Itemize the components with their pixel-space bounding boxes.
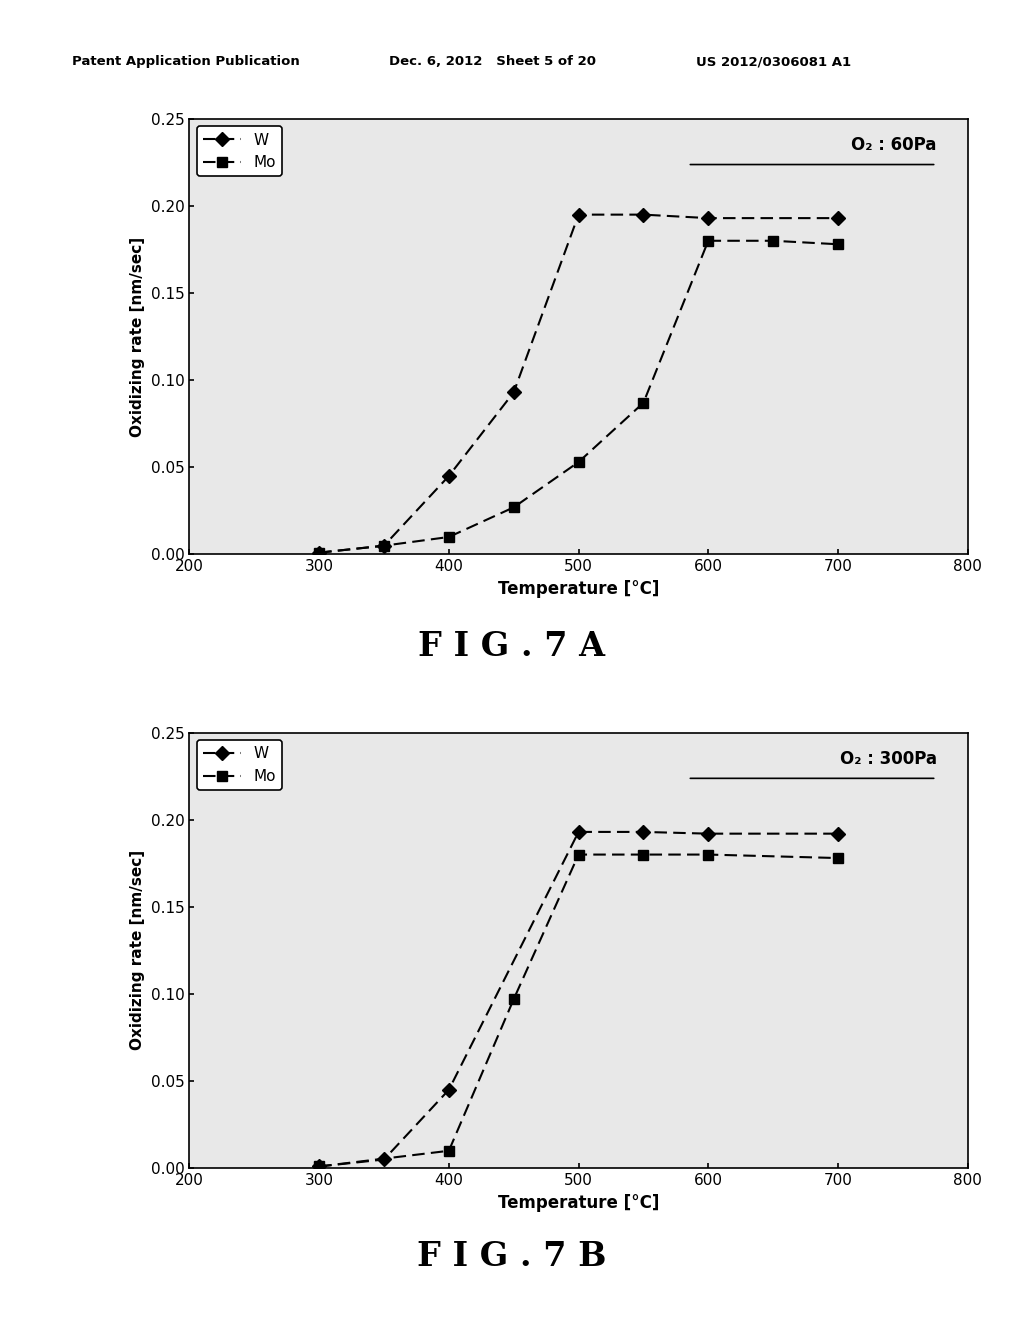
W [831,210,844,226]
Mo [702,846,715,862]
Text: O₂ : 60Pa: O₂ : 60Pa [851,136,937,154]
Text: F I G . 7 B: F I G . 7 B [417,1241,607,1272]
W [702,210,715,226]
W [313,1159,326,1175]
Mo [831,236,844,252]
Text: Patent Application Publication: Patent Application Publication [72,55,299,69]
Mo [508,991,520,1007]
Mo [637,395,649,411]
W [702,826,715,842]
Line: W: W [314,828,843,1171]
W [637,207,649,223]
Y-axis label: Oxidizing rate [nm/sec]: Oxidizing rate [nm/sec] [130,850,145,1051]
Mo [702,232,715,248]
W [442,469,455,484]
Line: W: W [314,210,843,557]
Text: US 2012/0306081 A1: US 2012/0306081 A1 [696,55,851,69]
W [572,207,585,223]
Text: Dec. 6, 2012   Sheet 5 of 20: Dec. 6, 2012 Sheet 5 of 20 [389,55,596,69]
Mo [572,846,585,862]
W [508,384,520,400]
W [572,824,585,840]
Mo [637,846,649,862]
Text: F I G . 7 A: F I G . 7 A [419,630,605,663]
Mo [313,1159,326,1175]
Y-axis label: Oxidizing rate [nm/sec]: Oxidizing rate [nm/sec] [130,236,145,437]
X-axis label: Temperature [°C]: Temperature [°C] [498,579,659,598]
Mo [508,499,520,515]
W [831,826,844,842]
X-axis label: Temperature [°C]: Temperature [°C] [498,1193,659,1212]
Mo [378,537,390,553]
W [313,545,326,561]
Legend: W, Mo: W, Mo [197,127,283,177]
Mo [313,545,326,561]
Text: O₂ : 300Pa: O₂ : 300Pa [840,750,937,768]
Mo [831,850,844,866]
Mo [442,1143,455,1159]
W [637,824,649,840]
Line: Mo: Mo [314,236,843,557]
W [442,1082,455,1098]
Mo [572,454,585,470]
Mo [767,232,779,248]
Line: Mo: Mo [314,850,843,1171]
W [378,1151,390,1167]
Legend: W, Mo: W, Mo [197,741,283,791]
Mo [442,529,455,545]
W [378,537,390,553]
